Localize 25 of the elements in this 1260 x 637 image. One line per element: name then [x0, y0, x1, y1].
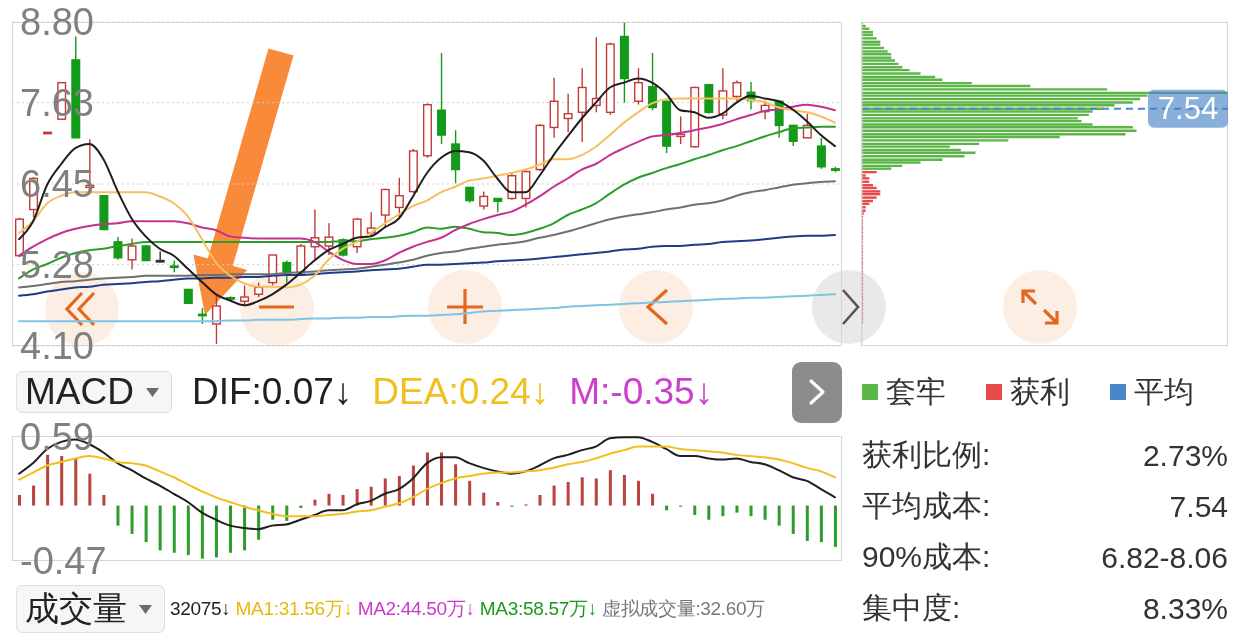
text: 6.82-8.06 — [1101, 540, 1228, 575]
text: 集中度: — [862, 590, 961, 626]
legend-label: 获利 — [1010, 373, 1070, 410]
text: 7.54 — [1169, 489, 1228, 524]
text: 虚拟成交量:32.60万 — [601, 597, 766, 621]
text: 8.33% — [1142, 591, 1228, 626]
series-label: DEA:0.24↓ — [372, 371, 550, 413]
text: 成交量 — [25, 588, 127, 629]
text: 90%成本: — [862, 539, 991, 575]
text: M:-0.35↓ — [569, 371, 714, 413]
text: 2.73% — [1142, 438, 1228, 473]
legend-label: 平均 — [1134, 373, 1194, 410]
legend-label: 套牢 — [886, 373, 946, 410]
text: 获利比例: — [862, 437, 991, 473]
y-tick-label: -0.47 — [20, 540, 107, 583]
text: MA3:58.57万↓ — [479, 597, 597, 621]
text: MA1:31.56万↓ — [235, 597, 353, 621]
text: 7.54 — [1157, 91, 1219, 127]
y-tick-label: 8.80 — [20, 1, 94, 44]
text: DIF:0.07↓ — [191, 371, 353, 413]
chart-title: MACD — [25, 371, 134, 413]
text: MA2:44.50万↓ — [357, 597, 475, 621]
text: 平均成本: — [862, 488, 991, 524]
y-tick-label: 4.10 — [20, 325, 94, 368]
text: 32075↓ — [170, 598, 231, 620]
